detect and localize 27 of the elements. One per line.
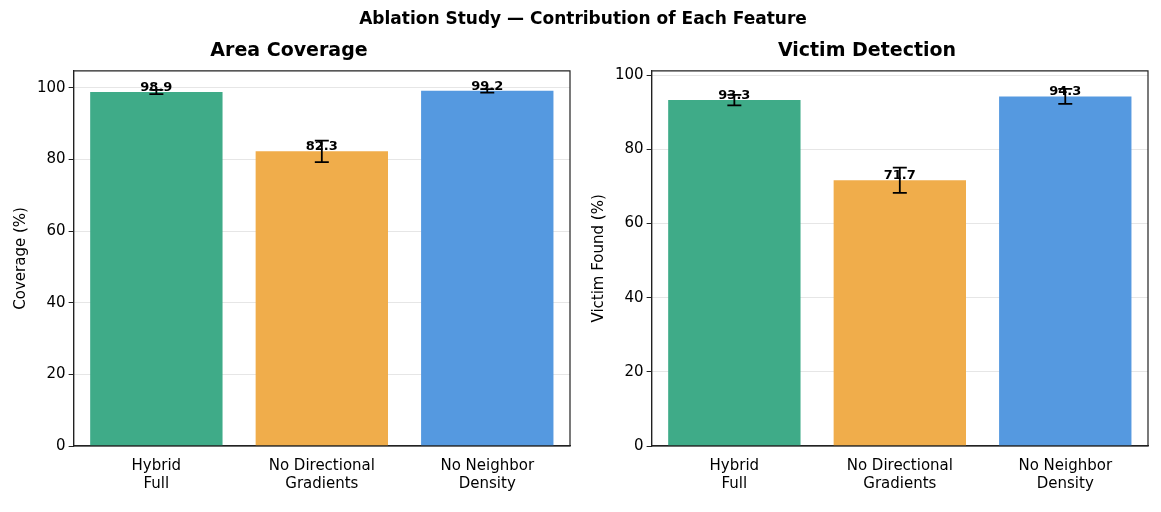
bar bbox=[668, 100, 801, 446]
y-tick-label: 0 bbox=[56, 435, 66, 454]
y-tick-label: 0 bbox=[634, 435, 644, 454]
chart-title: Area Coverage bbox=[210, 38, 368, 61]
y-tick-label: 80 bbox=[46, 149, 66, 168]
y-axis-title: Victim Found (%) bbox=[588, 194, 607, 323]
text: Ablation Study — Contribution of Each Feature bbox=[358, 8, 808, 30]
data-label: 99.2 bbox=[471, 77, 504, 93]
y-tick-label: 100 bbox=[36, 77, 66, 96]
bar bbox=[833, 180, 966, 446]
y-tick-label: 40 bbox=[624, 287, 644, 306]
y-tick-label: 80 bbox=[624, 139, 644, 158]
y-tick-label: 20 bbox=[624, 361, 644, 380]
bar bbox=[999, 96, 1132, 446]
x-tick-label: Hybrid Full bbox=[709, 455, 760, 492]
y-tick-label: 60 bbox=[46, 221, 66, 240]
y-tick-label: 100 bbox=[614, 65, 644, 84]
x-tick-label: No Directional Gradients bbox=[846, 455, 953, 492]
y-tick-label: 60 bbox=[624, 213, 644, 232]
chart-title: Victim Detection bbox=[777, 38, 957, 61]
x-tick-label: No Directional Gradients bbox=[268, 455, 375, 492]
x-tick-label: Hybrid Full bbox=[131, 455, 182, 492]
y-tick-label: 20 bbox=[46, 364, 66, 383]
y-axis-title: Coverage (%) bbox=[10, 207, 29, 310]
x-tick-label: No Neighbor Density bbox=[1018, 455, 1113, 492]
x-tick-label: No Neighbor Density bbox=[440, 455, 535, 492]
y-tick-label: 40 bbox=[46, 292, 66, 311]
